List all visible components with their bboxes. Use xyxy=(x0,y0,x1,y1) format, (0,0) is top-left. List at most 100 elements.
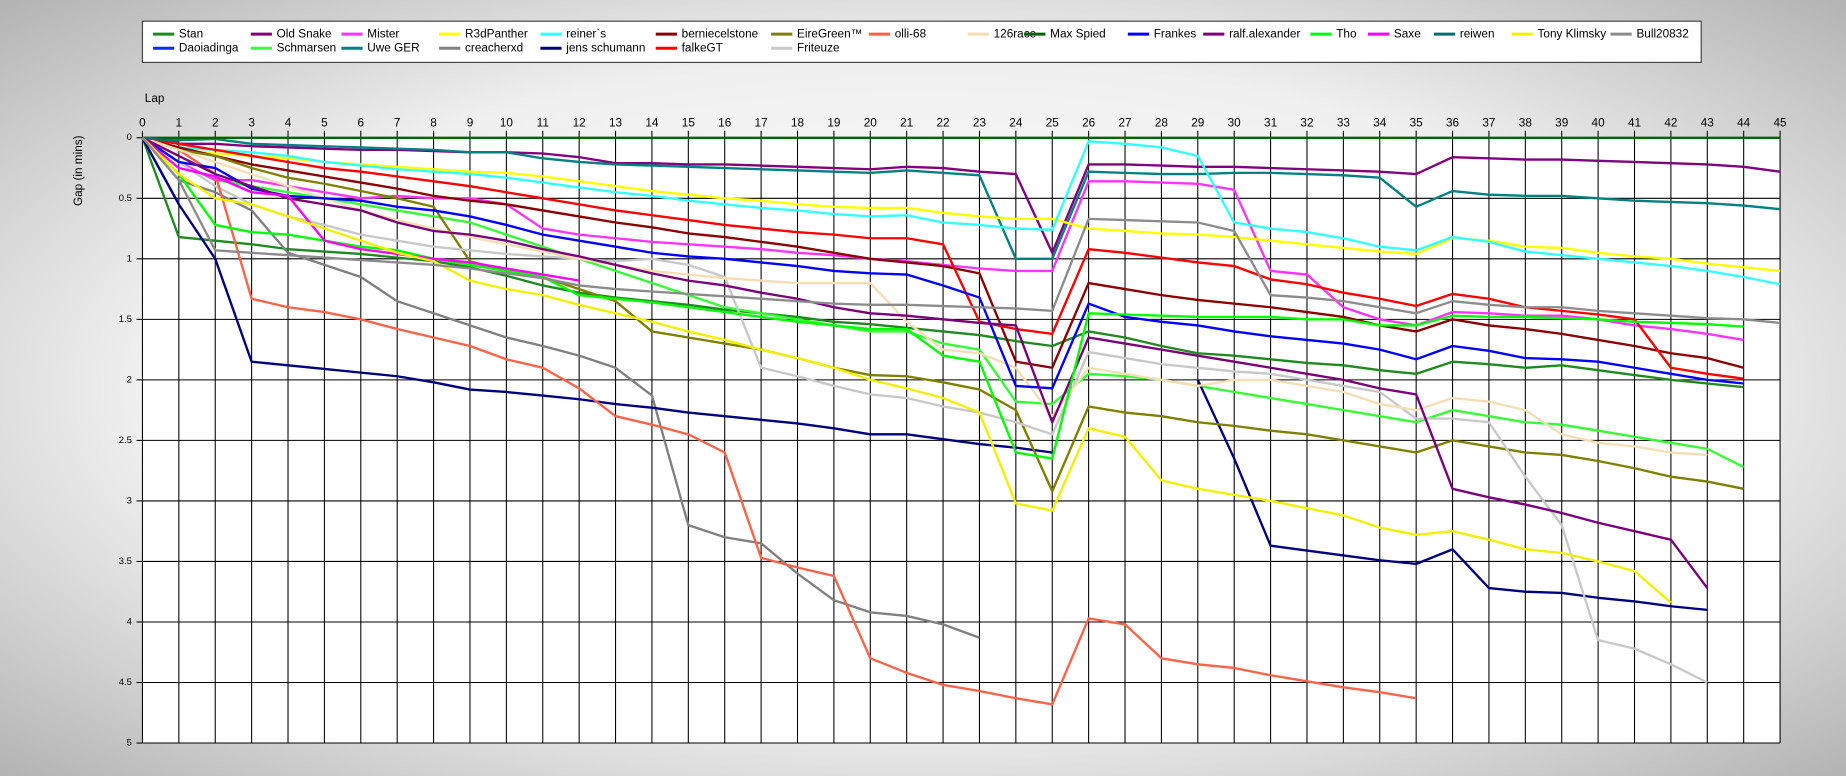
legend-label: Uwe GER xyxy=(367,41,419,54)
x-tick-label: 25 xyxy=(1046,117,1060,130)
legend-label: olli-68 xyxy=(895,27,927,40)
legend-label: Daoiadinga xyxy=(179,41,239,54)
x-tick-label: 44 xyxy=(1737,117,1751,130)
y-tick-label: 3 xyxy=(127,494,132,505)
legend-label: Old Snake xyxy=(277,27,332,40)
x-tick-label: 15 xyxy=(682,117,696,130)
y-tick-label: 2.5 xyxy=(119,434,132,445)
x-tick-label: 24 xyxy=(1009,117,1023,130)
x-tick-label: 4 xyxy=(285,117,292,130)
y-tick-label: 5 xyxy=(127,737,132,748)
x-tick-label: 3 xyxy=(248,117,255,130)
x-tick-label: 27 xyxy=(1118,117,1131,130)
series-line xyxy=(141,136,1745,469)
x-tick-label: 36 xyxy=(1446,117,1460,130)
y-axis-label: Gap (in mins) xyxy=(72,135,85,206)
legend-label: Mister xyxy=(367,27,399,40)
legend-label: Tony Klimsky xyxy=(1538,27,1607,40)
series-line xyxy=(141,136,1708,684)
y-tick-label: 4 xyxy=(127,615,132,626)
series-line xyxy=(142,136,179,143)
x-tick-label: 23 xyxy=(973,117,987,130)
legend-label: Schmarsen xyxy=(277,41,337,54)
x-tick-label: 2 xyxy=(212,117,219,130)
series-line xyxy=(142,136,1781,254)
x-tick-label: 39 xyxy=(1555,117,1568,130)
series-line xyxy=(141,136,1709,589)
legend-label: falkeGT xyxy=(682,41,723,54)
legend-label: creacherxd xyxy=(465,41,523,54)
series-line xyxy=(141,137,1744,389)
x-tick-label: 16 xyxy=(718,117,732,130)
legend-label: jens schumann xyxy=(565,41,645,54)
y-tick-label: 0.5 xyxy=(119,192,132,203)
series-line xyxy=(142,136,1417,706)
legend-label: reiwen xyxy=(1460,27,1495,40)
x-tick-label: 26 xyxy=(1082,117,1096,130)
x-tick-label: 31 xyxy=(1264,117,1277,130)
legend-label: berniecelstone xyxy=(682,27,759,40)
x-tick-label: 21 xyxy=(900,117,913,130)
series-line xyxy=(142,136,1744,369)
x-tick-label: 40 xyxy=(1592,117,1606,130)
legend-label: Max Spied xyxy=(1050,27,1106,40)
legend-label: 126race xyxy=(994,27,1037,40)
legend-box xyxy=(141,20,1702,63)
y-tick-label: 2 xyxy=(127,373,132,384)
x-tick-label: 18 xyxy=(791,117,805,130)
legend-label: ralf.alexander xyxy=(1229,27,1300,40)
x-tick-label: 10 xyxy=(500,117,514,130)
x-tick-label: 7 xyxy=(394,117,401,130)
series-line xyxy=(141,136,1672,604)
series-line xyxy=(141,137,1781,325)
x-tick-label: 37 xyxy=(1482,117,1495,130)
legend-label: Saxe xyxy=(1394,27,1421,40)
series-line xyxy=(141,136,580,282)
x-tick-label: 11 xyxy=(537,117,549,130)
legend-label: Friteuze xyxy=(797,41,840,54)
y-tick-label: 3.5 xyxy=(119,555,132,566)
legend-label: EireGreen™ xyxy=(797,27,862,40)
x-tick-label: 42 xyxy=(1664,117,1677,130)
y-tick-label: 4.5 xyxy=(119,676,132,687)
series-line xyxy=(141,136,1744,460)
legend-label: R3dPanther xyxy=(465,27,528,40)
series-line xyxy=(141,136,1744,390)
legend-label: Bull20832 xyxy=(1636,27,1688,40)
x-tick-label: 43 xyxy=(1701,117,1715,130)
x-tick-label: 22 xyxy=(937,117,950,130)
x-tick-label: 38 xyxy=(1519,117,1533,130)
legend-label: Tho xyxy=(1336,27,1357,40)
legend-label: Frankes xyxy=(1154,27,1197,40)
series-line xyxy=(142,136,1744,380)
x-tick-label: 8 xyxy=(430,117,437,130)
series-line xyxy=(142,136,1781,273)
x-tick-label: 9 xyxy=(467,117,474,130)
x-tick-label: 41 xyxy=(1628,117,1641,130)
x-tick-label: 12 xyxy=(573,117,586,130)
series-line xyxy=(141,137,980,639)
x-tick-label: 35 xyxy=(1410,117,1424,130)
y-tick-label: 1.5 xyxy=(119,313,132,324)
series-line xyxy=(142,136,1708,457)
x-tick-label: 1 xyxy=(176,117,183,130)
series-line xyxy=(142,136,1781,261)
x-tick-label: 6 xyxy=(358,117,365,130)
x-tick-label: 34 xyxy=(1373,117,1387,130)
x-tick-label: 13 xyxy=(609,117,623,130)
x-tick-label: 17 xyxy=(755,117,768,130)
x-tick-label: 45 xyxy=(1774,117,1788,130)
series-line xyxy=(141,136,1744,342)
y-tick-label: 1 xyxy=(127,252,132,263)
x-tick-label: 5 xyxy=(321,117,328,130)
legend-label: reiner`s xyxy=(566,27,606,40)
x-tick-label: 30 xyxy=(1228,117,1242,130)
series-line xyxy=(142,136,1781,286)
series-line xyxy=(142,136,1744,493)
x-tick-label: 29 xyxy=(1191,117,1204,130)
x-tick-label: 32 xyxy=(1300,117,1313,130)
x-tick-label: 33 xyxy=(1337,117,1351,130)
legend-label: Stan xyxy=(179,27,203,40)
